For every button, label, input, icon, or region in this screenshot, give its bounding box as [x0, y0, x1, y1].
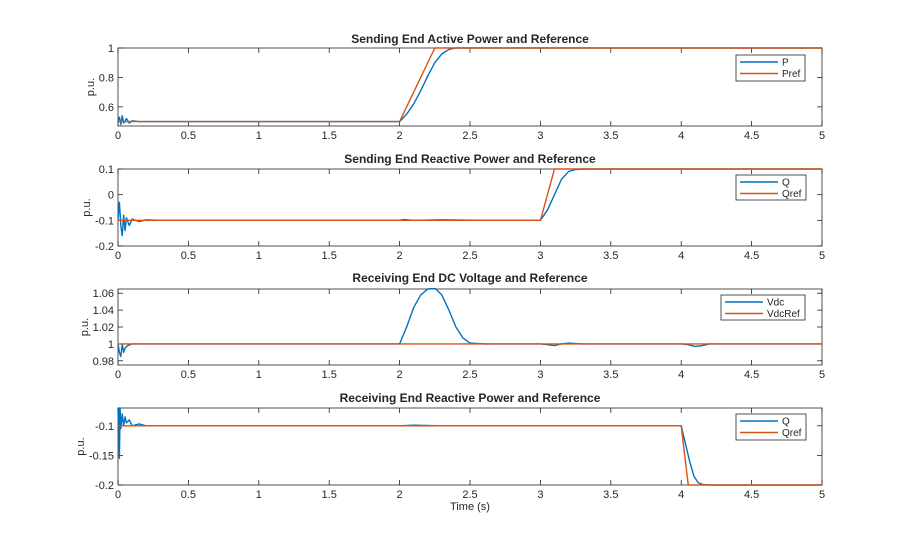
x-tick-label: 4 [678, 489, 684, 501]
y-tick-label: -0.1 [95, 215, 114, 227]
x-tick-label: 2 [397, 489, 403, 501]
legend-label-pref: Pref [782, 69, 801, 80]
x-tick-label: 2.5 [462, 489, 477, 501]
y-axis-label: p.u. [85, 78, 97, 96]
x-tick-label: 5 [819, 369, 825, 381]
y-tick-label: 1 [108, 43, 114, 55]
x-tick-label: 4.5 [744, 250, 759, 262]
subplot-2: Sending End Reactive Power and Reference… [81, 152, 825, 262]
y-tick-label: 1.06 [93, 288, 114, 300]
y-axis-label: p.u. [75, 437, 87, 455]
plot-title: Sending End Active Power and Reference [351, 32, 589, 46]
x-tick-label: 1.5 [322, 489, 337, 501]
x-tick-label: 1 [256, 369, 262, 381]
legend-box [720, 294, 806, 321]
x-tick-label: 5 [819, 250, 825, 262]
legend-box [735, 54, 806, 82]
x-tick-label: 3 [537, 130, 543, 142]
x-tick-label: 2.5 [462, 369, 477, 381]
x-tick-label: 5 [819, 130, 825, 142]
x-tick-label: 4 [678, 130, 684, 142]
plot-title: Sending End Reactive Power and Reference [344, 152, 596, 166]
y-tick-label: 0.8 [99, 72, 114, 84]
series-line-qref [118, 168, 822, 222]
y-tick-label: 1 [108, 339, 114, 351]
legend-box [735, 174, 807, 201]
y-tick-label: 0.6 [99, 102, 114, 114]
y-tick-label: 0.98 [93, 356, 114, 368]
x-tick-label: 4.5 [744, 369, 759, 381]
legend-label-vdc: Vdc [767, 298, 784, 309]
y-tick-label: -0.2 [95, 480, 114, 492]
x-tick-label: 2.5 [462, 250, 477, 262]
legend-label-q: Q [782, 178, 790, 189]
x-tick-label: 0 [115, 369, 121, 381]
x-tick-label: 3 [537, 369, 543, 381]
legend-label-qref: Qref [782, 189, 802, 200]
figure-xlabel: Time (s) [450, 501, 490, 513]
plot-title: Receiving End Reactive Power and Referen… [340, 391, 601, 405]
x-tick-label: 3.5 [603, 369, 618, 381]
x-tick-label: 3.5 [603, 489, 618, 501]
x-tick-label: 0.5 [181, 250, 196, 262]
y-tick-label: -0.2 [95, 241, 114, 253]
y-tick-label: 1.04 [93, 305, 114, 317]
y-axis-label: p.u. [79, 318, 91, 336]
x-tick-label: 1 [256, 489, 262, 501]
y-tick-label: 0.1 [99, 164, 114, 176]
x-tick-label: 1 [256, 250, 262, 262]
x-tick-label: 1.5 [322, 369, 337, 381]
x-tick-label: 2.5 [462, 130, 477, 142]
x-tick-label: 5 [819, 489, 825, 501]
x-tick-label: 1.5 [322, 130, 337, 142]
subplot-1: Sending End Active Power and Reference 0 0… [85, 32, 825, 142]
x-tick-label: 0 [115, 489, 121, 501]
x-tick-label: 2 [397, 250, 403, 262]
y-tick-label: 0 [108, 190, 114, 202]
x-tick-label: 0.5 [181, 369, 196, 381]
x-tick-label: 3 [537, 250, 543, 262]
legend-label-p: P [782, 58, 789, 69]
legend-label-q: Q [782, 417, 790, 428]
y-axis-label: p.u. [81, 198, 93, 216]
x-tick-label: 2 [397, 130, 403, 142]
x-tick-label: 3.5 [603, 250, 618, 262]
series-line-qref [118, 425, 822, 486]
legend-box [735, 413, 807, 441]
x-tick-label: 4.5 [744, 130, 759, 142]
x-tick-label: 4 [678, 250, 684, 262]
x-tick-label: 3 [537, 489, 543, 501]
x-tick-label: 4 [678, 369, 684, 381]
x-tick-label: 0 [115, 250, 121, 262]
x-tick-label: 1.5 [322, 250, 337, 262]
x-tick-label: 3.5 [603, 130, 618, 142]
x-tick-label: 0.5 [181, 130, 196, 142]
subplot-4: Receiving End Reactive Power and Referen… [75, 391, 825, 501]
y-tick-label: -0.1 [95, 421, 114, 433]
y-tick-label: -0.15 [89, 450, 114, 462]
x-tick-label: 1 [256, 130, 262, 142]
legend-label-qref: Qref [782, 428, 802, 439]
plot-title: Receiving End DC Voltage and Reference [352, 271, 587, 285]
x-tick-label: 0 [115, 130, 121, 142]
series-line-pref [118, 47, 822, 123]
y-tick-label: 1.02 [93, 322, 114, 334]
x-tick-label: 0.5 [181, 489, 196, 501]
legend-label-vdcref: VdcRef [767, 309, 800, 320]
x-tick-label: 2 [397, 369, 403, 381]
x-tick-label: 4.5 [744, 489, 759, 501]
